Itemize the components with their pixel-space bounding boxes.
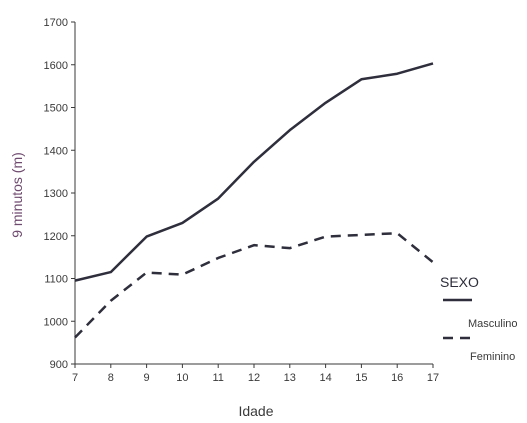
series-lines	[74, 62, 434, 339]
x-tick-label: 12	[248, 372, 260, 384]
x-tick-label: 17	[427, 372, 439, 384]
x-tick-label: 11	[212, 372, 223, 384]
y-tick-label: 1100	[44, 274, 68, 286]
y-axis-label: 9 minutos (m)	[9, 152, 25, 238]
x-tick-label: 13	[284, 372, 296, 384]
y-tick-label: 900	[50, 359, 68, 371]
x-tick-label: 16	[391, 372, 403, 384]
y-tick-label: 1000	[44, 316, 68, 328]
y-tick-label: 1400	[44, 145, 68, 157]
x-ticks: 7 8 9 10 11 12 13 14 15 16 17	[72, 364, 439, 384]
x-tick-label: 8	[108, 372, 114, 384]
y-tick-label: 1600	[44, 60, 68, 72]
x-tick-label: 10	[176, 372, 188, 384]
legend-label-masculino: Masculino	[468, 318, 518, 330]
legend-title: SEXO	[440, 274, 479, 290]
legend: SEXO Masculino Feminino	[440, 274, 518, 363]
y-ticks: 900 1000 1100 1200 1300 1400 1500 1600 1700	[44, 17, 75, 371]
series-line-masculino	[74, 62, 434, 282]
y-tick-label: 1300	[44, 188, 68, 200]
x-tick-label: 14	[319, 372, 331, 384]
x-tick-label: 9	[144, 372, 150, 384]
x-axis-label: Idade	[238, 403, 273, 419]
series-line-feminino	[74, 231, 434, 339]
axes	[74, 22, 433, 365]
x-tick-label: 7	[72, 372, 78, 384]
y-tick-label: 1700	[44, 17, 68, 29]
y-tick-label: 1500	[44, 103, 68, 115]
legend-label-feminino: Feminino	[470, 351, 515, 363]
y-tick-label: 1200	[44, 231, 68, 243]
x-tick-label: 15	[355, 372, 367, 384]
